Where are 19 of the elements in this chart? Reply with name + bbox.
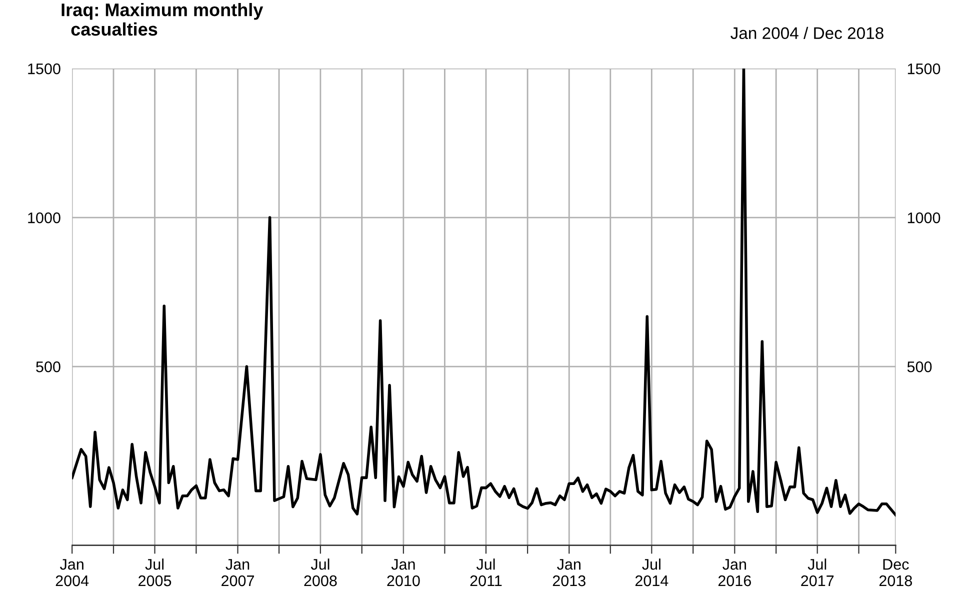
x-tick-label: Jul 2017	[801, 558, 834, 586]
chart-title: Iraq: Maximum monthly casualties	[62, 2, 264, 36]
x-tick-label: Jul 2011	[470, 558, 502, 586]
y2-tick-label: 500	[907, 361, 932, 372]
x-tick-label: Jan 2007	[222, 559, 254, 586]
x-tick-label: Jan 2004	[56, 559, 89, 586]
chart-subtitle: Jan 2004 / Dec 2018	[730, 26, 884, 40]
y-tick-label: 500	[36, 361, 60, 372]
x-tick-label: Jan 2016	[718, 559, 751, 586]
y-tick-label: 1500	[28, 63, 60, 74]
y-tick-label: 1000	[28, 212, 60, 224]
x-tick-label: Jul 2014	[635, 558, 668, 586]
x-tick-label: Jan 2010	[387, 559, 420, 586]
x-tick-label: Jul 2005	[138, 558, 172, 586]
x-tick-label: Dec 2018	[879, 559, 912, 586]
x-tick-label: Jul 2008	[304, 558, 337, 586]
y2-tick-label: 1500	[908, 63, 940, 74]
y2-tick-label: 1000	[908, 212, 940, 224]
x-tick-label: Jan 2013	[552, 559, 586, 586]
